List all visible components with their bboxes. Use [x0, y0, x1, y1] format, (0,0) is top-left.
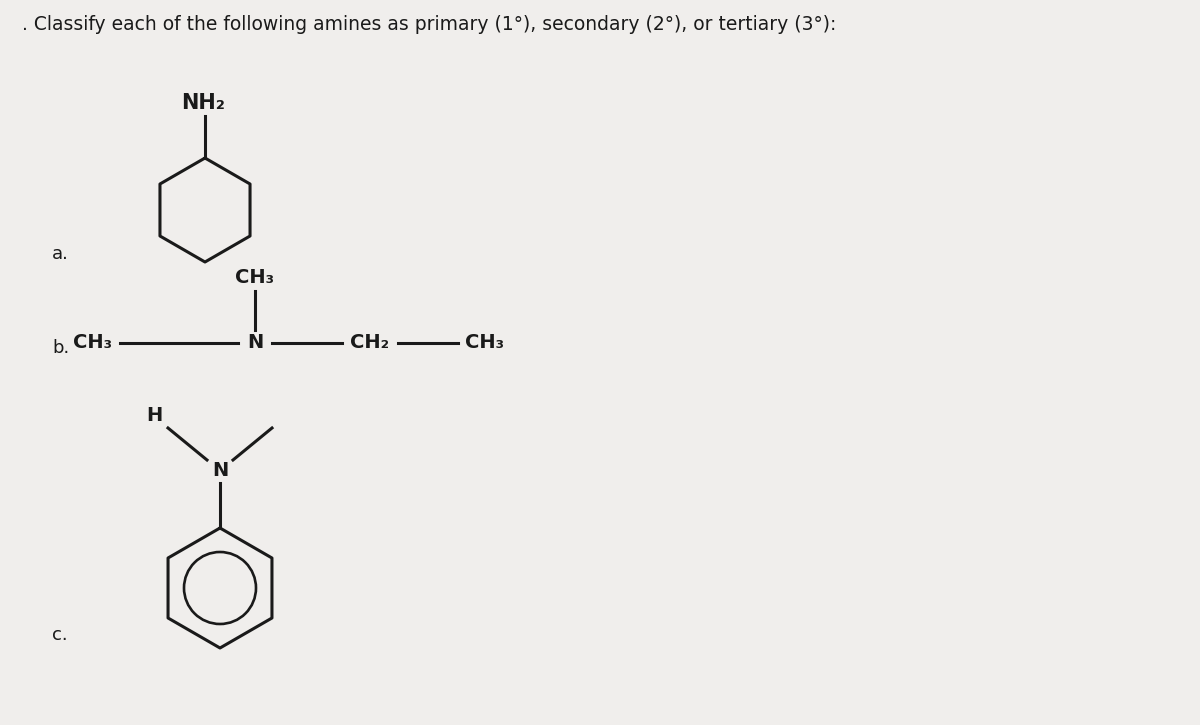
Text: a.: a. — [52, 245, 68, 263]
Text: CH₃: CH₃ — [235, 268, 275, 287]
Text: CH₂: CH₂ — [350, 334, 390, 352]
Text: N: N — [212, 460, 228, 479]
Text: . Classify each of the following amines as primary (1°), secondary (2°), or tert: . Classify each of the following amines … — [22, 15, 836, 34]
Text: H: H — [146, 406, 163, 425]
Text: c.: c. — [52, 626, 67, 644]
Text: CH₃: CH₃ — [73, 334, 113, 352]
Text: CH₃: CH₃ — [466, 334, 504, 352]
Text: NH₂: NH₂ — [181, 93, 224, 113]
Text: N: N — [247, 334, 263, 352]
Text: b.: b. — [52, 339, 70, 357]
